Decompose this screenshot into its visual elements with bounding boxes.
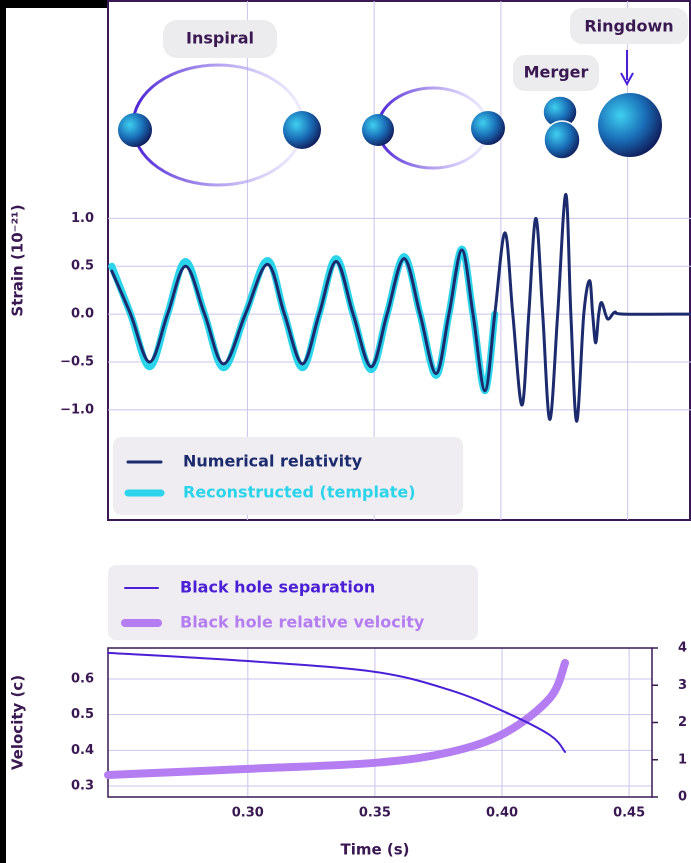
black-hole [362, 114, 394, 146]
x-tick-label: 0.30 [232, 806, 264, 821]
y-axis-label: Velocity (c) [9, 675, 27, 770]
x-axis-label: Time (s) [340, 841, 409, 859]
y-tick-label: 0.5 [71, 259, 94, 274]
annotation: Ringdown [584, 17, 673, 36]
y-tick-label: −0.5 [60, 355, 94, 370]
label-box [513, 55, 599, 91]
x-tick-label: 0.45 [613, 806, 645, 821]
series-line [110, 192, 691, 423]
x-tick-label: 0.40 [486, 806, 518, 821]
y-tick-label: 0.3 [71, 779, 94, 794]
y-axis-label: Strain (10⁻²¹) [9, 204, 27, 316]
legend-box [108, 565, 478, 640]
edge [0, 0, 108, 8]
y2-tick-label: 0 [678, 790, 687, 805]
y-tick-label: 0.0 [71, 307, 94, 322]
black-hole [283, 111, 321, 149]
label-box [163, 20, 277, 58]
annotation: Merger [524, 63, 589, 82]
y2-tick-label: 3 [678, 678, 687, 693]
black-hole [118, 113, 152, 147]
legend-label: Reconstructed (template) [183, 483, 416, 502]
illustration: Inspiral Merger Ringdown [118, 8, 688, 187]
legend-label: Black hole separation [180, 578, 375, 597]
y2-tick-label: 1 [678, 752, 687, 767]
y2-tick-label: 4 [678, 641, 687, 656]
series-line [107, 651, 567, 753]
series-line [104, 658, 570, 779]
label-box [570, 8, 688, 44]
y-tick-label: 0.6 [71, 671, 94, 686]
legend-box [113, 437, 463, 515]
annotation: Inspiral [186, 29, 254, 48]
arrow-head [620, 72, 634, 87]
merging-hole [543, 120, 581, 160]
y-tick-label: −1.0 [60, 402, 94, 417]
x-tick-label: 0.35 [359, 806, 391, 821]
y-tick-label: 1.0 [71, 211, 94, 226]
legend-label: Numerical relativity [183, 452, 363, 471]
y2-tick-label: 2 [678, 715, 687, 730]
black-hole [471, 111, 505, 145]
y-tick-label: 0.5 [71, 707, 94, 722]
y-tick-label: 0.4 [71, 743, 94, 758]
edge [0, 0, 6, 863]
legend-label: Black hole relative velocity [180, 613, 425, 632]
remnant-hole [598, 93, 662, 157]
